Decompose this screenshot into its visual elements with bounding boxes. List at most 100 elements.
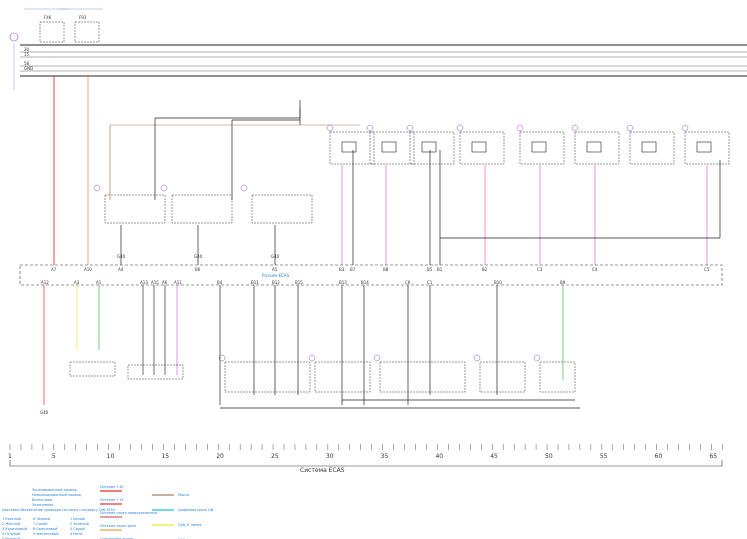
pin-label: A7	[51, 267, 57, 272]
valve-block	[314, 361, 371, 393]
reference-marker	[160, 184, 168, 192]
fuse-label: F46	[44, 15, 52, 20]
solenoid-valve	[171, 194, 233, 224]
pin-label: A10	[84, 267, 92, 272]
legend-color: 3 Коричневый	[2, 527, 27, 531]
grid-axis: 1 5 10 15 20 25 30 35 40 45 50 55 60 65	[8, 444, 723, 467]
legend-symbol: Заземление	[32, 503, 53, 507]
legend-line-label: Цифровая шина LIN	[178, 508, 214, 512]
ground-label: G40	[271, 254, 280, 259]
legend-symbol: Неэкранированный провод	[32, 493, 81, 497]
pin-label: A4	[118, 267, 124, 272]
pin-label: C3	[537, 267, 543, 272]
ecas-connector: Разъем ECAS	[19, 264, 723, 286]
legend-color: 2 Зеленый	[70, 522, 89, 526]
wires	[43, 76, 721, 409]
connector-box	[19, 264, 723, 286]
axis-tick-label: 35	[381, 453, 389, 460]
pin-label: A12	[41, 280, 49, 285]
sensor	[329, 131, 375, 165]
axis-tick-label: 30	[326, 453, 334, 460]
pin-label: B3	[339, 267, 345, 272]
sensor-element	[421, 141, 437, 153]
pin-label: A6	[162, 280, 168, 285]
reference-marker	[366, 124, 374, 132]
legend-color: 3 Серый	[70, 527, 85, 531]
reference-marker	[533, 354, 541, 362]
sensor	[684, 131, 730, 165]
pin-label: B15	[295, 280, 303, 285]
legend-color: 4 Мята	[70, 532, 82, 536]
pin-label: C5	[704, 267, 710, 272]
pin-label: B8	[383, 267, 389, 272]
axis-tick-label: 1	[8, 453, 12, 460]
reference-marker	[93, 184, 101, 192]
bus-label: 15	[24, 52, 30, 57]
pin-label: B5	[427, 267, 433, 272]
reference-marker	[326, 124, 334, 132]
components: G40 G40 G40 G40	[40, 124, 730, 415]
sensor	[629, 131, 675, 165]
pin-label: A15	[151, 280, 159, 285]
sensor-element	[341, 141, 357, 153]
connector-label: Разъем ECAS	[262, 273, 290, 278]
legend-line-label: Питание через реле	[100, 524, 136, 528]
diagnostic-connector	[69, 361, 116, 377]
pin-label: A5	[272, 267, 278, 272]
legend-line-label: CAN_H линия	[178, 523, 201, 527]
pin-label: B11	[251, 280, 259, 285]
pin-label: B1	[437, 267, 443, 272]
reference-marker	[240, 184, 248, 192]
pin-label: A11	[174, 280, 182, 285]
axis-tick-label: 60	[655, 453, 663, 460]
pin-label: B12	[272, 280, 280, 285]
pin-label: A3	[74, 280, 80, 285]
legend-color: 7 Синий	[33, 522, 47, 526]
axis-tick-label: 55	[600, 453, 608, 460]
axis-tick-label: 25	[271, 453, 279, 460]
pin-label: B6	[195, 267, 201, 272]
ground-label: G40	[194, 254, 203, 259]
legend-color: 4 Голубой	[2, 532, 20, 536]
ground-label: G40	[117, 254, 126, 259]
reference-marker	[406, 124, 414, 132]
pin-label: B13	[339, 280, 347, 285]
legend-line-label: Масса	[178, 493, 189, 497]
fuse-label: F93	[79, 15, 87, 20]
pin-label: C1	[427, 280, 433, 285]
reference-marker	[308, 354, 316, 362]
pin-label: C6	[405, 280, 411, 285]
fuse-block: F46 F93	[9, 8, 103, 90]
solenoid-valve	[251, 194, 313, 224]
axis-tick-label: 10	[107, 453, 115, 460]
reference-marker	[516, 124, 524, 132]
pin-label: B4	[217, 280, 223, 285]
valve-block	[379, 361, 466, 393]
pin-label: B2	[482, 267, 488, 272]
legend-color: 5 Розовый	[2, 537, 20, 539]
axis-bracket	[9, 460, 723, 467]
axis-tick-label: 65	[709, 453, 717, 460]
reference-marker	[571, 124, 579, 132]
bus-label: 58	[24, 61, 30, 66]
legend-line-label: Питание через предохранитель	[100, 511, 157, 515]
ground-label: G40	[40, 410, 49, 415]
legend-line-label: Сигнальная линия	[100, 537, 133, 539]
reference-marker	[456, 124, 464, 132]
reference-marker	[9, 32, 19, 42]
legend-line-label: Питание +15	[100, 498, 124, 502]
axis-tick-label: 20	[216, 453, 224, 460]
pin-label: A13	[140, 280, 148, 285]
sensor	[519, 131, 565, 165]
legend-color: 2 Желтый	[2, 522, 20, 526]
axis-tick-label: 5	[52, 453, 56, 460]
legend-note: Цветовое обозначение проводов согласно с…	[2, 508, 115, 512]
reference-marker	[373, 354, 381, 362]
pin-label: B7	[350, 267, 356, 272]
connector-block	[127, 364, 184, 380]
legend-color: 1 Белый	[70, 517, 85, 521]
axis-tick-label: 40	[435, 453, 443, 460]
